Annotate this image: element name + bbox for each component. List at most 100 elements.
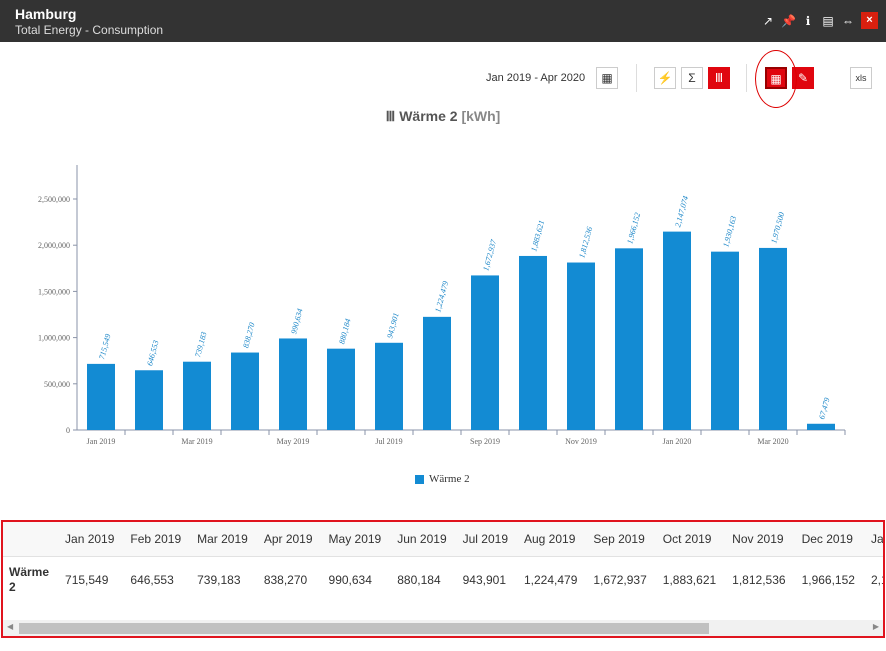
legend-label: Wärme 2 bbox=[429, 473, 470, 485]
window-titlebar: Hamburg Total Energy - Consumption ↗ 📌 ℹ… bbox=[0, 0, 886, 42]
x-tick-label: Sep 2019 bbox=[470, 437, 500, 446]
bar bbox=[615, 248, 643, 430]
x-tick-label: May 2019 bbox=[277, 437, 310, 446]
resize-icon[interactable]: ⇔ bbox=[842, 13, 854, 28]
table-cell: 1,224,479 bbox=[524, 573, 578, 588]
sigma-icon: Σ bbox=[688, 71, 696, 85]
data-label: 1,966,152 bbox=[625, 212, 642, 245]
table-cell: 1,883,621 bbox=[662, 573, 717, 588]
data-label: 739,183 bbox=[193, 331, 208, 358]
data-label: 1,224,479 bbox=[433, 280, 450, 313]
bar bbox=[87, 363, 115, 430]
data-label: 715,549 bbox=[97, 333, 112, 360]
data-label: 838,270 bbox=[241, 322, 256, 349]
y-tick-label: 1,500,000 bbox=[38, 287, 70, 296]
bar bbox=[711, 251, 739, 430]
window-title: Hamburg bbox=[15, 6, 77, 22]
legend-swatch bbox=[415, 474, 424, 484]
xls-icon: xls bbox=[855, 73, 867, 83]
bar bbox=[471, 275, 499, 430]
column-header: Dec 2019 bbox=[801, 531, 853, 546]
window-subtitle: Total Energy - Consumption bbox=[15, 23, 164, 37]
bar bbox=[663, 231, 691, 430]
data-label: 943,901 bbox=[385, 312, 400, 339]
chart-title: Ⅲ Wärme 2 [kWh] bbox=[385, 108, 501, 124]
table-cell: 880,184 bbox=[397, 573, 441, 588]
x-tick-label: Mar 2019 bbox=[181, 437, 212, 446]
x-tick-label: Jan 2020 bbox=[663, 437, 692, 446]
row-header: Wärme 2 bbox=[9, 565, 50, 595]
table-cell: 943,901 bbox=[462, 573, 507, 588]
bar bbox=[519, 255, 547, 430]
data-label: 646,553 bbox=[145, 339, 160, 366]
bar bbox=[279, 338, 307, 430]
bar-chart: 0 500,000 1,000,000 1,500,000 2,000,000 2,500… bbox=[38, 165, 846, 446]
horizontal-scrollbar[interactable]: ◀ ▶ bbox=[3, 620, 883, 636]
y-tick-label: 2,500,000 bbox=[38, 195, 70, 204]
date-range-label: Jan 2019 - Apr 2020 bbox=[486, 72, 586, 84]
lightning-icon: ⚡ bbox=[657, 71, 673, 85]
x-tick-label: Jan 2019 bbox=[87, 437, 116, 446]
table-cell: 1,672,937 bbox=[593, 573, 647, 588]
pdf-icon[interactable]: ▤ bbox=[822, 13, 834, 28]
calendar-icon: ▦ bbox=[601, 71, 613, 85]
pin-icon[interactable]: 📌 bbox=[781, 13, 796, 28]
divider bbox=[636, 64, 637, 92]
column-header: Oct 2019 bbox=[662, 531, 712, 546]
scroll-right-icon[interactable]: ▶ bbox=[872, 622, 879, 631]
divider bbox=[746, 64, 747, 92]
close-button[interactable]: × bbox=[861, 12, 878, 29]
data-label: 1,930,163 bbox=[721, 215, 738, 248]
data-label: 1,812,536 bbox=[577, 226, 594, 259]
corner-cell bbox=[3, 522, 57, 556]
data-label: 880,184 bbox=[337, 318, 352, 345]
bar bbox=[759, 247, 787, 430]
table-cell: 739,183 bbox=[197, 573, 241, 588]
table-cell: 646,553 bbox=[130, 573, 174, 588]
bar bbox=[567, 262, 595, 430]
y-tick-label: 1,000,000 bbox=[38, 334, 70, 343]
tag-icon: ✎ bbox=[797, 71, 809, 85]
scroll-left-icon[interactable]: ◀ bbox=[7, 622, 14, 631]
column-header: Jul 2019 bbox=[462, 531, 508, 546]
bar bbox=[183, 361, 211, 430]
data-label: 1,883,621 bbox=[529, 219, 546, 252]
highlight-annotation bbox=[755, 50, 797, 108]
chart-legend[interactable]: Wärme 2 bbox=[415, 473, 470, 485]
column-header: Feb 2019 bbox=[130, 531, 182, 546]
table-cell: 715,549 bbox=[65, 573, 109, 588]
external-link-icon[interactable]: ↗ bbox=[762, 13, 774, 28]
table-cell: 1,966,152 bbox=[801, 573, 855, 588]
column-header: Aug 2019 bbox=[524, 531, 576, 546]
table-cell: 2,147,074 bbox=[870, 573, 883, 588]
scrollbar-thumb[interactable] bbox=[19, 623, 709, 634]
column-header: Mar 2019 bbox=[197, 531, 248, 546]
bar bbox=[807, 423, 835, 430]
table-cell: 1,812,536 bbox=[732, 573, 786, 588]
info-icon[interactable]: ℹ bbox=[805, 13, 811, 28]
export-xls-button[interactable]: xls bbox=[850, 67, 872, 89]
column-header: Apr 2019 bbox=[263, 531, 313, 546]
calendar-button[interactable]: ▦ bbox=[596, 67, 618, 89]
energy-button[interactable]: ⚡ bbox=[654, 67, 676, 89]
chart-toolbar: Jan 2019 - Apr 2020 ▦ ⚡ Σ Ⅲ ▦ ✎ xls bbox=[0, 64, 886, 92]
column-header: Jan 2019 bbox=[65, 531, 115, 546]
data-label: 2,147,074 bbox=[673, 195, 690, 228]
x-tick-label: Nov 2019 bbox=[565, 437, 597, 446]
table-cell: 838,270 bbox=[263, 573, 308, 588]
bar bbox=[327, 348, 355, 430]
data-label: 1,970,500 bbox=[769, 211, 786, 244]
sum-button[interactable]: Σ bbox=[681, 67, 703, 89]
table-cell: 990,634 bbox=[328, 573, 372, 588]
column-header: Jan 2020 bbox=[870, 531, 884, 546]
bar bbox=[231, 352, 259, 430]
heating-button[interactable]: Ⅲ bbox=[708, 67, 730, 89]
column-header: Nov 2019 bbox=[732, 531, 784, 546]
y-tick-label: 0 bbox=[66, 426, 70, 435]
data-label: 990,634 bbox=[289, 308, 304, 335]
radiator-icon: Ⅲ bbox=[714, 71, 724, 85]
y-tick-label: 2,000,000 bbox=[38, 241, 70, 250]
x-tick-label: Jul 2019 bbox=[375, 437, 402, 446]
data-label: 67,479 bbox=[817, 397, 831, 421]
data-label: 1,672,937 bbox=[481, 238, 498, 272]
